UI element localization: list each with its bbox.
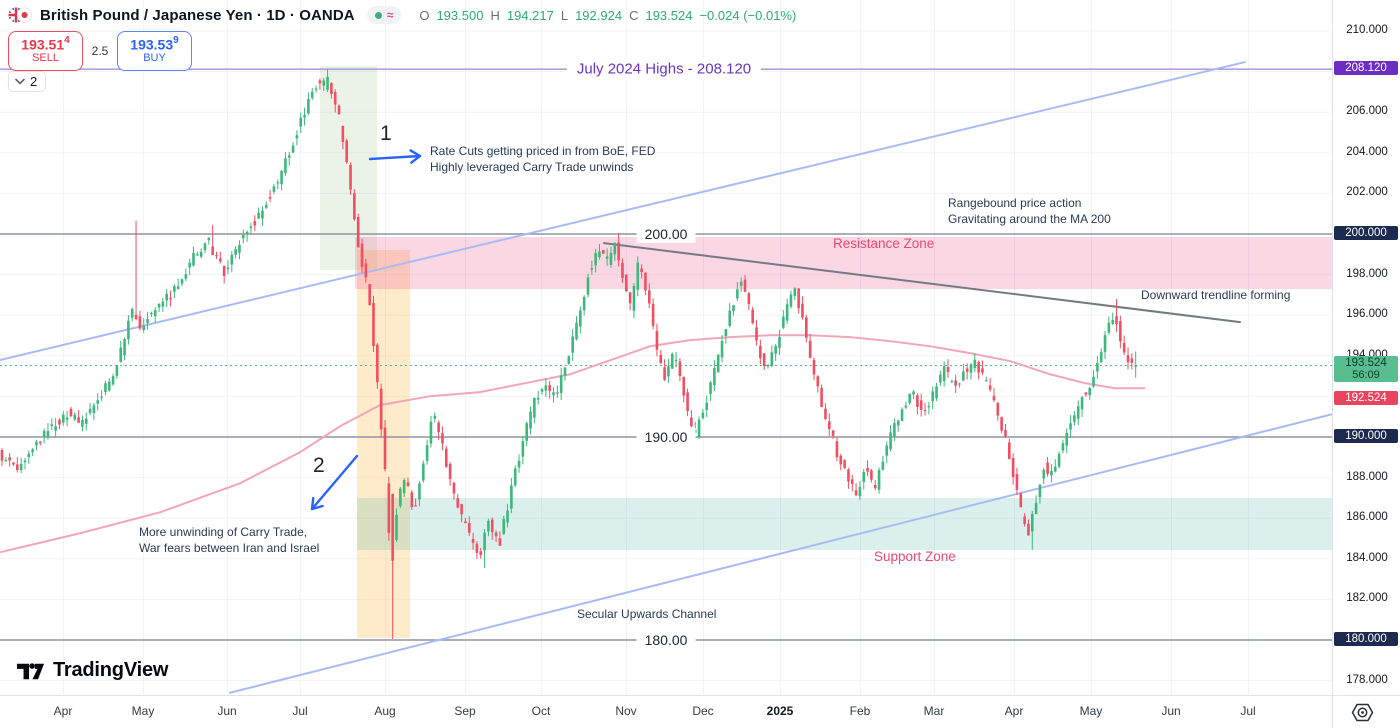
time-tick-2025: 2025 — [766, 704, 794, 718]
price-level-label-200[interactable]: 200.00 — [636, 224, 696, 244]
candlestick-chart — [0, 0, 1332, 694]
sell-button[interactable]: 193.514 SELL — [8, 31, 83, 71]
delayed-data-icon: ≈ — [386, 8, 394, 22]
buy-button[interactable]: 193.539 BUY — [117, 31, 192, 71]
time-tick-Jun: Jun — [1161, 704, 1181, 718]
price-level-label-190[interactable]: 190.00 — [636, 427, 696, 447]
tradingview-logo-icon — [16, 663, 45, 680]
rangebound-note[interactable]: Rangebound price action Gravitating arou… — [948, 196, 1111, 226]
high-key: H — [490, 7, 500, 23]
price-scale[interactable]: 210.000 206.000 204.000 202.000 198.000 196.0… — [1332, 0, 1400, 695]
resistance-zone[interactable] — [355, 237, 1332, 290]
watermark-text: TradingView — [53, 659, 169, 681]
carry-trade-note[interactable]: More unwinding of Carry Trade, War fears… — [139, 525, 320, 555]
support-zone[interactable] — [357, 497, 1332, 551]
market-status-pill[interactable]: ≈ — [366, 6, 402, 24]
price-tick: 186.000 — [1346, 511, 1388, 524]
spread-value: 2.5 — [91, 44, 109, 58]
time-scale[interactable]: Apr May Jun Jul Aug Sep Oct Nov Dec 2025 Feb Mar Apr… — [0, 695, 1332, 728]
time-tick-Aug: Aug — [374, 704, 396, 718]
low-key: L — [560, 7, 569, 23]
price-tick: 202.000 — [1346, 186, 1388, 199]
price-badge-190.000: 190.000 — [1334, 429, 1398, 443]
price-badge-200.000: 200.000 — [1334, 226, 1398, 240]
price-level-label-180[interactable]: 180.00 — [636, 630, 696, 650]
channel-upper-line[interactable] — [0, 61, 1246, 362]
july-highs-label[interactable]: July 2024 Highs - 208.120 — [566, 59, 762, 79]
axis-corner — [1332, 695, 1400, 728]
chart-canvas[interactable]: July 2024 Highs - 208.120 1 Rate Cuts ge… — [0, 0, 1332, 695]
rate-cuts-note[interactable]: Rate Cuts getting priced in from BoE, FE… — [430, 144, 656, 174]
ohlc-values: O 193.500 H 194.217 L 192.924 C 193.524 −0.0… — [419, 8, 796, 23]
high-value: 194.217 — [506, 7, 554, 23]
price-tick: 206.000 — [1346, 105, 1388, 118]
price-badge-192.524: 192.524 — [1334, 391, 1398, 405]
time-tick-Jul: Jul — [292, 704, 308, 718]
symbol-title[interactable]: British Pound / Japanese Yen · 1D · OAND… — [40, 6, 355, 24]
time-tick-Apr: Apr — [53, 704, 73, 718]
time-tick-May: May — [131, 704, 155, 718]
sell-price: 193.514 — [21, 35, 70, 53]
price-badge-193.524: 193.524 56:09 — [1334, 356, 1398, 383]
time-tick-Jul: Jul — [1240, 704, 1256, 718]
time-tick-Nov: Nov — [615, 704, 637, 718]
open-key: O — [419, 7, 430, 23]
time-tick-Oct: Oct — [531, 704, 551, 718]
support-zone-label[interactable]: Support Zone — [874, 549, 956, 564]
time-tick-Apr: Apr — [1004, 704, 1024, 718]
price-tick: 204.000 — [1346, 145, 1388, 158]
symbol-pair-flags-icon — [8, 7, 32, 23]
buy-price: 193.539 — [130, 35, 179, 53]
price-tick: 184.000 — [1346, 551, 1388, 564]
price-tick: 210.000 — [1346, 24, 1388, 36]
drawings-count-dropdown[interactable]: 2 — [8, 71, 47, 92]
close-key: C — [629, 7, 639, 23]
note-1-number[interactable]: 1 — [380, 122, 392, 145]
price-tick: 188.000 — [1346, 470, 1388, 483]
secular-channel-label[interactable]: Secular Upwards Channel — [577, 607, 717, 621]
price-tick: 196.000 — [1346, 308, 1388, 321]
time-tick-Mar: Mar — [923, 704, 945, 718]
price-tick: 178.000 — [1346, 673, 1388, 686]
time-tick-Jun: Jun — [217, 704, 237, 718]
time-tick-Feb: Feb — [849, 704, 871, 718]
annotation-arrow-2[interactable] — [310, 454, 359, 511]
low-value: 192.924 — [575, 7, 623, 23]
annotation-arrow-1[interactable] — [368, 149, 422, 164]
peak-highlight-band[interactable] — [320, 65, 377, 270]
price-badge-180.000: 180.000 — [1334, 632, 1398, 646]
candlesticks — [0, 69, 1137, 639]
time-tick-May: May — [1079, 704, 1103, 718]
price-tick: 182.000 — [1346, 592, 1388, 605]
downward-trendline-label[interactable]: Downward trendline forming — [1141, 288, 1291, 302]
market-open-dot-icon — [374, 11, 382, 19]
time-tick-Sep: Sep — [454, 704, 476, 718]
price-badge-208.120: 208.120 — [1334, 61, 1398, 76]
channel-lower-line[interactable] — [229, 413, 1332, 694]
crash-highlight-band[interactable] — [357, 250, 410, 638]
ma-200-line[interactable] — [0, 334, 1145, 554]
hexagon-eye-icon[interactable] — [1351, 702, 1374, 723]
price-tick: 198.000 — [1346, 267, 1388, 280]
downward-trendline[interactable] — [603, 242, 1241, 324]
note-2-number[interactable]: 2 — [313, 454, 325, 477]
resistance-zone-label[interactable]: Resistance Zone — [833, 236, 935, 251]
tradingview-watermark: TradingView — [16, 658, 168, 683]
close-value: 193.524 — [645, 7, 693, 23]
time-tick-Dec: Dec — [692, 704, 714, 718]
open-value: 193.500 — [436, 7, 484, 23]
change-value: −0.024 (−0.01%) — [699, 7, 797, 23]
chevron-down-icon — [15, 78, 25, 85]
